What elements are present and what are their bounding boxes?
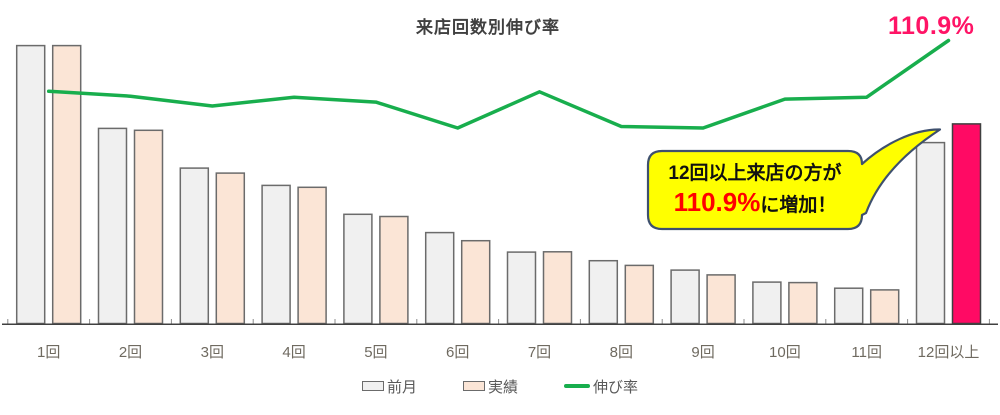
bar-prev-month — [752, 281, 782, 325]
x-axis-label: 4回 — [282, 344, 306, 361]
bar-prev-month — [833, 287, 864, 325]
growth-rate-line — [46, 38, 951, 130]
bar-actual — [133, 129, 164, 325]
x-axis-label: 8回 — [609, 344, 633, 361]
chart-legend: 前月 実績 伸び率 — [0, 374, 1000, 398]
callout-value: 110.9% — [673, 186, 761, 217]
x-axis-label: 3回 — [200, 344, 224, 361]
bar-prev-month — [343, 213, 373, 325]
bar-prev-month — [588, 259, 619, 325]
bar-prev-month — [424, 231, 455, 325]
bar-actual — [624, 264, 655, 325]
bar-actual — [869, 289, 900, 325]
x-axis-label: 10回 — [769, 344, 801, 361]
callout-bubble-shape — [646, 128, 942, 231]
bar-prev-month — [15, 44, 46, 325]
x-axis-label: 12回以上 — [917, 344, 980, 361]
bar-prev-month — [179, 167, 210, 325]
bar-actual — [297, 186, 327, 325]
x-axis-label: 9回 — [691, 344, 715, 361]
x-axis-label: 6回 — [446, 344, 470, 361]
x-axis-label: 5回 — [364, 344, 388, 361]
chart-title: 来店回数別伸び率 — [416, 18, 560, 37]
legend-item-actual: 実績 — [462, 376, 518, 397]
legend-label-actual: 実績 — [487, 378, 518, 396]
callout-line2: 110.9%に増加！ — [674, 186, 837, 219]
x-axis-label: 11回 — [851, 344, 882, 361]
x-axis-label: 7回 — [527, 344, 552, 361]
legend-item-prev-month: 前月 — [361, 376, 417, 397]
actual-swatch-icon — [462, 381, 485, 391]
bar-actual — [379, 215, 409, 325]
callout-line1: 12回以上来店の方が — [668, 162, 842, 184]
bar-prev-month — [97, 127, 128, 325]
bar-actual-highlight — [951, 123, 982, 325]
legend-label-prev-month: 前月 — [386, 378, 417, 396]
bar-prev-month — [261, 184, 291, 325]
bar-actual — [215, 172, 246, 325]
callout-annotation: 12回以上来店の方が 110.9%に増加！ — [648, 151, 862, 229]
legend-item-growth-rate: 伸び率 — [564, 376, 638, 397]
callout-suffix: に増加！ — [760, 194, 837, 216]
x-axis-label: 2回 — [118, 344, 143, 361]
legend-label-growth-rate: 伸び率 — [593, 378, 639, 396]
bar-actual — [788, 281, 818, 325]
bar-prev-month — [915, 141, 946, 325]
line-end-data-label: 110.9% — [888, 12, 975, 40]
bar-actual — [706, 274, 736, 325]
prev-month-swatch-icon — [361, 381, 384, 391]
bar-prev-month — [506, 251, 537, 325]
bar-actual — [460, 239, 491, 325]
x-axis-label: 1回 — [37, 344, 61, 361]
growth-rate-line-swatch-icon — [564, 384, 590, 388]
bar-prev-month — [670, 269, 700, 325]
bar-actual — [51, 44, 82, 325]
bar-actual — [542, 251, 573, 325]
